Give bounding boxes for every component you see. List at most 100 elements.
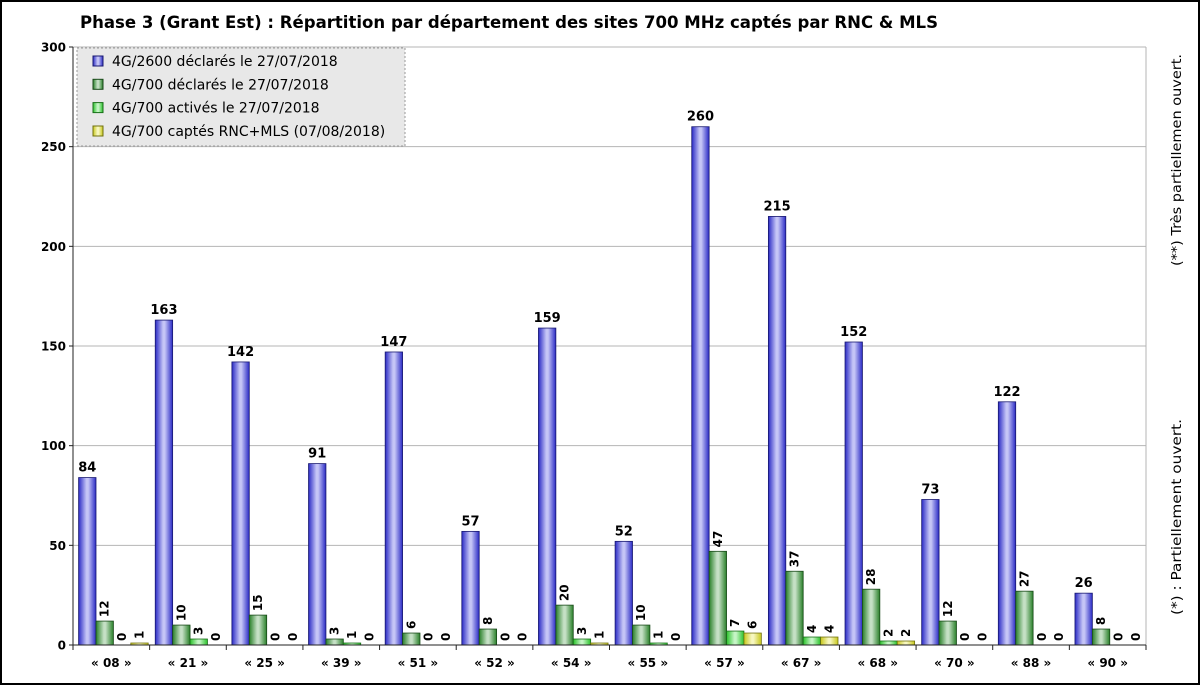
value-label-series-3-dept-90: 0 xyxy=(1111,633,1125,641)
bar-series-1-dept-51 xyxy=(384,351,403,646)
legend-label: 4G/700 déclarés le 27/07/2018 xyxy=(112,77,329,93)
gridlines xyxy=(73,46,1147,645)
legend-label: 4G/700 captés RNC+MLS (07/08/2018) xyxy=(112,124,385,140)
bar-series-2-dept-39 xyxy=(325,638,344,646)
x-tick-label: « 70 » xyxy=(934,656,975,670)
bar-series-1-dept-68 xyxy=(844,341,863,646)
value-label-series-3-dept-88: 0 xyxy=(1035,633,1049,641)
bar-series-1-dept-08 xyxy=(78,477,97,646)
bar-series-4-dept-67 xyxy=(820,636,839,646)
value-label-series-2-dept-08: 12 xyxy=(98,600,112,617)
value-label-series-4-dept-57: 6 xyxy=(746,621,760,629)
value-label-series-3-dept-21: 3 xyxy=(192,627,206,635)
value-label-series-1-dept-08: 84 xyxy=(78,461,96,476)
value-label-series-3-dept-25: 0 xyxy=(268,633,282,641)
y-axis: 0 50 100 150 200 250 300 xyxy=(41,41,74,653)
x-tick-label: « 55 » xyxy=(628,656,669,670)
x-tick-label: « 21 » xyxy=(168,656,209,670)
value-label-series-4-dept-25: 0 xyxy=(286,633,300,641)
x-tick-label: « 08 » xyxy=(91,656,132,670)
value-label-series-4-dept-21: 0 xyxy=(209,633,223,641)
x-tick-label: « 67 » xyxy=(781,656,822,670)
bar-series-2-dept-51 xyxy=(402,632,421,646)
bar-series-1-dept-57 xyxy=(691,126,710,646)
bar-series-1-dept-52 xyxy=(461,530,480,646)
x-tick-label: « 54 » xyxy=(551,656,592,670)
value-label-series-2-dept-39: 3 xyxy=(328,627,342,635)
x-tick-label: « 51 » xyxy=(398,656,439,670)
value-label-series-3-dept-39: 1 xyxy=(345,631,359,639)
bar-series-2-dept-25 xyxy=(248,614,268,646)
bar-series-2-dept-55 xyxy=(632,624,651,646)
bar-series-3-dept-21 xyxy=(189,638,208,646)
value-label-series-4-dept-54: 1 xyxy=(592,631,606,639)
y-tick-label: 100 xyxy=(41,439,66,453)
bar-series-1-dept-67 xyxy=(767,216,787,646)
value-label-series-4-dept-51: 0 xyxy=(439,633,453,641)
bar-series-3-dept-68 xyxy=(879,640,898,646)
value-label-series-2-dept-25: 15 xyxy=(251,594,265,611)
legend-marker xyxy=(92,78,104,90)
value-label-series-3-dept-55: 1 xyxy=(652,631,666,639)
value-label-series-4-dept-70: 0 xyxy=(976,633,990,641)
x-tick-label: « 68 » xyxy=(857,656,898,670)
value-label-series-2-dept-51: 6 xyxy=(404,621,418,629)
value-label-series-1-dept-54: 159 xyxy=(534,311,561,326)
value-label-series-4-dept-88: 0 xyxy=(1052,633,1066,641)
bar-series-2-dept-90 xyxy=(1091,628,1111,646)
value-label-series-1-dept-51: 147 xyxy=(380,335,407,350)
legend-item-4g700-declares: 4G/700 déclarés le 27/07/2018 xyxy=(92,77,329,93)
legend-item-4g2600-declares: 4G/2600 déclarés le 27/07/2018 xyxy=(92,54,338,70)
value-label-series-1-dept-39: 91 xyxy=(308,447,326,462)
bars xyxy=(78,126,1111,646)
value-label-series-1-dept-21: 163 xyxy=(150,303,177,318)
value-label-series-2-dept-88: 27 xyxy=(1017,570,1031,587)
value-label-series-4-dept-08: 1 xyxy=(133,631,147,639)
bar-series-3-dept-54 xyxy=(572,638,592,646)
x-axis: « 08 » « 21 » « 25 » « 39 » « 51 » « 52 » « 54… xyxy=(72,644,1147,670)
value-label-series-1-dept-70: 73 xyxy=(921,482,939,497)
value-label-series-2-dept-57: 47 xyxy=(711,531,725,548)
value-label-series-2-dept-67: 37 xyxy=(787,551,801,568)
value-label-series-4-dept-39: 0 xyxy=(362,633,376,641)
bar-series-2-dept-67 xyxy=(785,570,804,646)
bar-series-2-dept-08 xyxy=(95,620,114,646)
bar-series-1-dept-21 xyxy=(154,319,174,646)
value-label-series-1-dept-55: 52 xyxy=(615,524,633,539)
value-label-series-1-dept-25: 142 xyxy=(227,345,254,360)
bar-series-2-dept-52 xyxy=(478,628,498,646)
value-label-series-3-dept-57: 7 xyxy=(728,619,742,627)
value-label-series-3-dept-67: 4 xyxy=(805,625,819,633)
value-label-series-4-dept-68: 2 xyxy=(899,629,913,637)
bar-series-2-dept-70 xyxy=(938,620,957,646)
value-label-series-4-dept-90: 0 xyxy=(1129,633,1143,641)
bar-series-1-dept-70 xyxy=(921,499,940,646)
legend-label: 4G/700 activés le 27/07/2018 xyxy=(112,101,320,117)
value-label-series-3-dept-51: 0 xyxy=(422,633,436,641)
value-label-series-2-dept-90: 8 xyxy=(1094,617,1108,625)
bar-series-2-dept-57 xyxy=(708,550,727,646)
value-label-series-2-dept-70: 12 xyxy=(941,600,955,617)
y-tick-label: 250 xyxy=(41,140,66,154)
note-partially-open: (*) : Partiellement ouvert. xyxy=(1169,419,1185,615)
value-label-series-1-dept-67: 215 xyxy=(764,199,791,214)
bar-series-1-dept-88 xyxy=(997,401,1017,646)
legend-marker xyxy=(92,55,104,67)
value-label-series-4-dept-67: 4 xyxy=(822,625,836,633)
legend-marker xyxy=(92,102,104,114)
bar-series-2-dept-88 xyxy=(1015,590,1034,646)
legend-item-4g700-actives: 4G/700 activés le 27/07/2018 xyxy=(92,101,320,117)
value-label-series-4-dept-52: 0 xyxy=(516,633,530,641)
x-tick-label: « 52 » xyxy=(474,656,515,670)
x-tick-label: « 39 » xyxy=(321,656,362,670)
chart-title: Phase 3 (Grant Est) : Répartition par dé… xyxy=(80,13,938,33)
legend-marker xyxy=(92,125,104,137)
value-label-series-3-dept-70: 0 xyxy=(958,633,972,641)
value-label-series-3-dept-54: 3 xyxy=(575,627,589,635)
bar-series-1-dept-55 xyxy=(614,540,633,646)
y-tick-label: 0 xyxy=(58,639,66,653)
bar-series-2-dept-21 xyxy=(172,624,191,646)
bar-series-3-dept-67 xyxy=(802,636,821,646)
